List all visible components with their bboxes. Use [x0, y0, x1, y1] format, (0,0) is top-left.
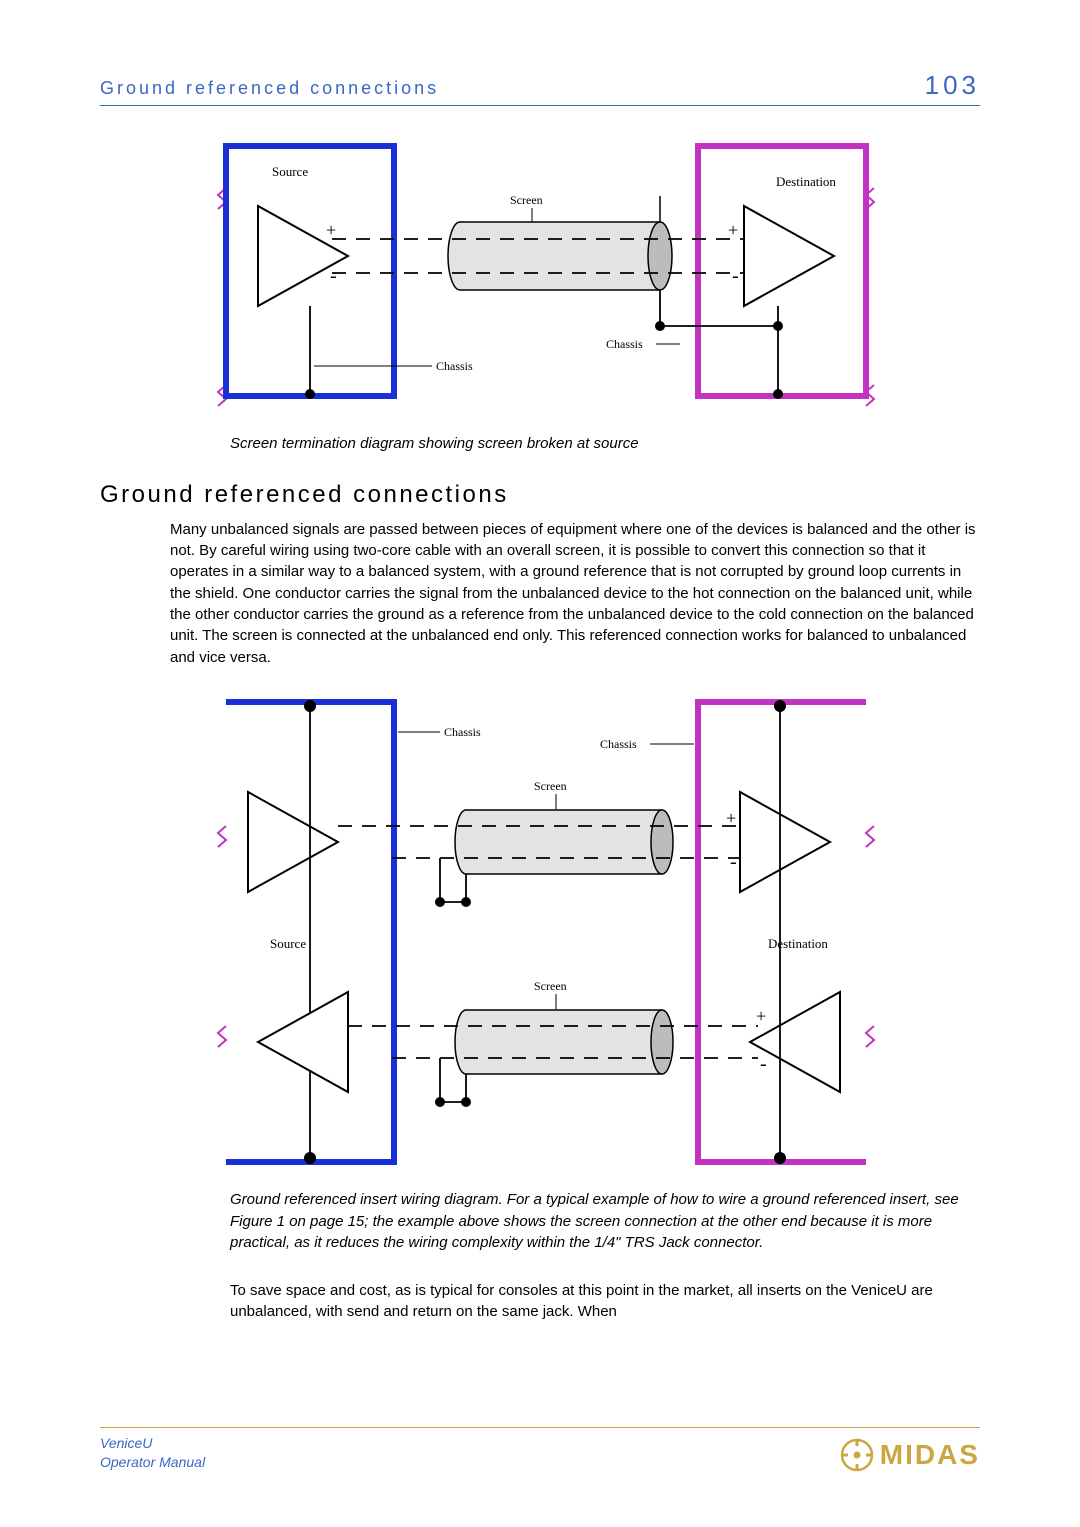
svg-text:-: -: [730, 851, 737, 873]
diagram-2-caption: Ground referenced insert wiring diagram.…: [230, 1189, 970, 1254]
closing-paragraph: To save space and cost, as is typical fo…: [230, 1280, 980, 1323]
section-heading: Ground referenced connections: [100, 481, 980, 509]
gear-icon: [840, 1438, 874, 1472]
svg-text:+: +: [756, 1006, 766, 1026]
screen-termination-diagram: Source Destination Screen Chassis Chassi…: [180, 136, 900, 416]
d1-chassis-right: Chassis: [606, 337, 643, 351]
page: Ground referenced connections 103: [0, 0, 1080, 1527]
svg-text:Chassis: Chassis: [444, 725, 481, 739]
page-number: 103: [925, 70, 980, 101]
footer-line1: VeniceU: [100, 1434, 205, 1453]
svg-text:-: -: [732, 265, 739, 287]
diagram-2: Chassis Chassis: [100, 692, 980, 1177]
svg-text:+: +: [726, 808, 736, 828]
svg-text:-: -: [760, 1053, 767, 1075]
svg-text:Screen: Screen: [534, 779, 567, 793]
svg-text:-: -: [330, 265, 337, 287]
ground-referenced-insert-diagram: Chassis Chassis: [180, 692, 900, 1172]
d1-screen-label: Screen: [510, 193, 543, 207]
page-header: Ground referenced connections 103: [100, 70, 980, 106]
d1-dest-label: Destination: [776, 174, 836, 189]
d1-source-label: Source: [272, 164, 308, 179]
brand-logo: MIDAS: [840, 1438, 980, 1472]
svg-text:Chassis: Chassis: [600, 737, 637, 751]
brand-text: MIDAS: [880, 1439, 980, 1471]
svg-text:+: +: [728, 220, 738, 240]
diagram-1: Source Destination Screen Chassis Chassi…: [100, 136, 980, 421]
svg-text:+: +: [326, 220, 336, 240]
svg-text:Screen: Screen: [534, 979, 567, 993]
svg-text:Destination: Destination: [768, 936, 828, 951]
svg-text:Source: Source: [270, 936, 306, 951]
section-paragraph: Many unbalanced signals are passed betwe…: [170, 519, 980, 668]
header-title: Ground referenced connections: [100, 78, 439, 99]
footer-text: VeniceU Operator Manual: [100, 1434, 205, 1472]
diagram-1-caption: Screen termination diagram showing scree…: [230, 433, 980, 455]
page-footer: VeniceU Operator Manual MIDAS: [100, 1427, 980, 1472]
footer-line2: Operator Manual: [100, 1453, 205, 1472]
d1-chassis-left: Chassis: [436, 359, 473, 373]
